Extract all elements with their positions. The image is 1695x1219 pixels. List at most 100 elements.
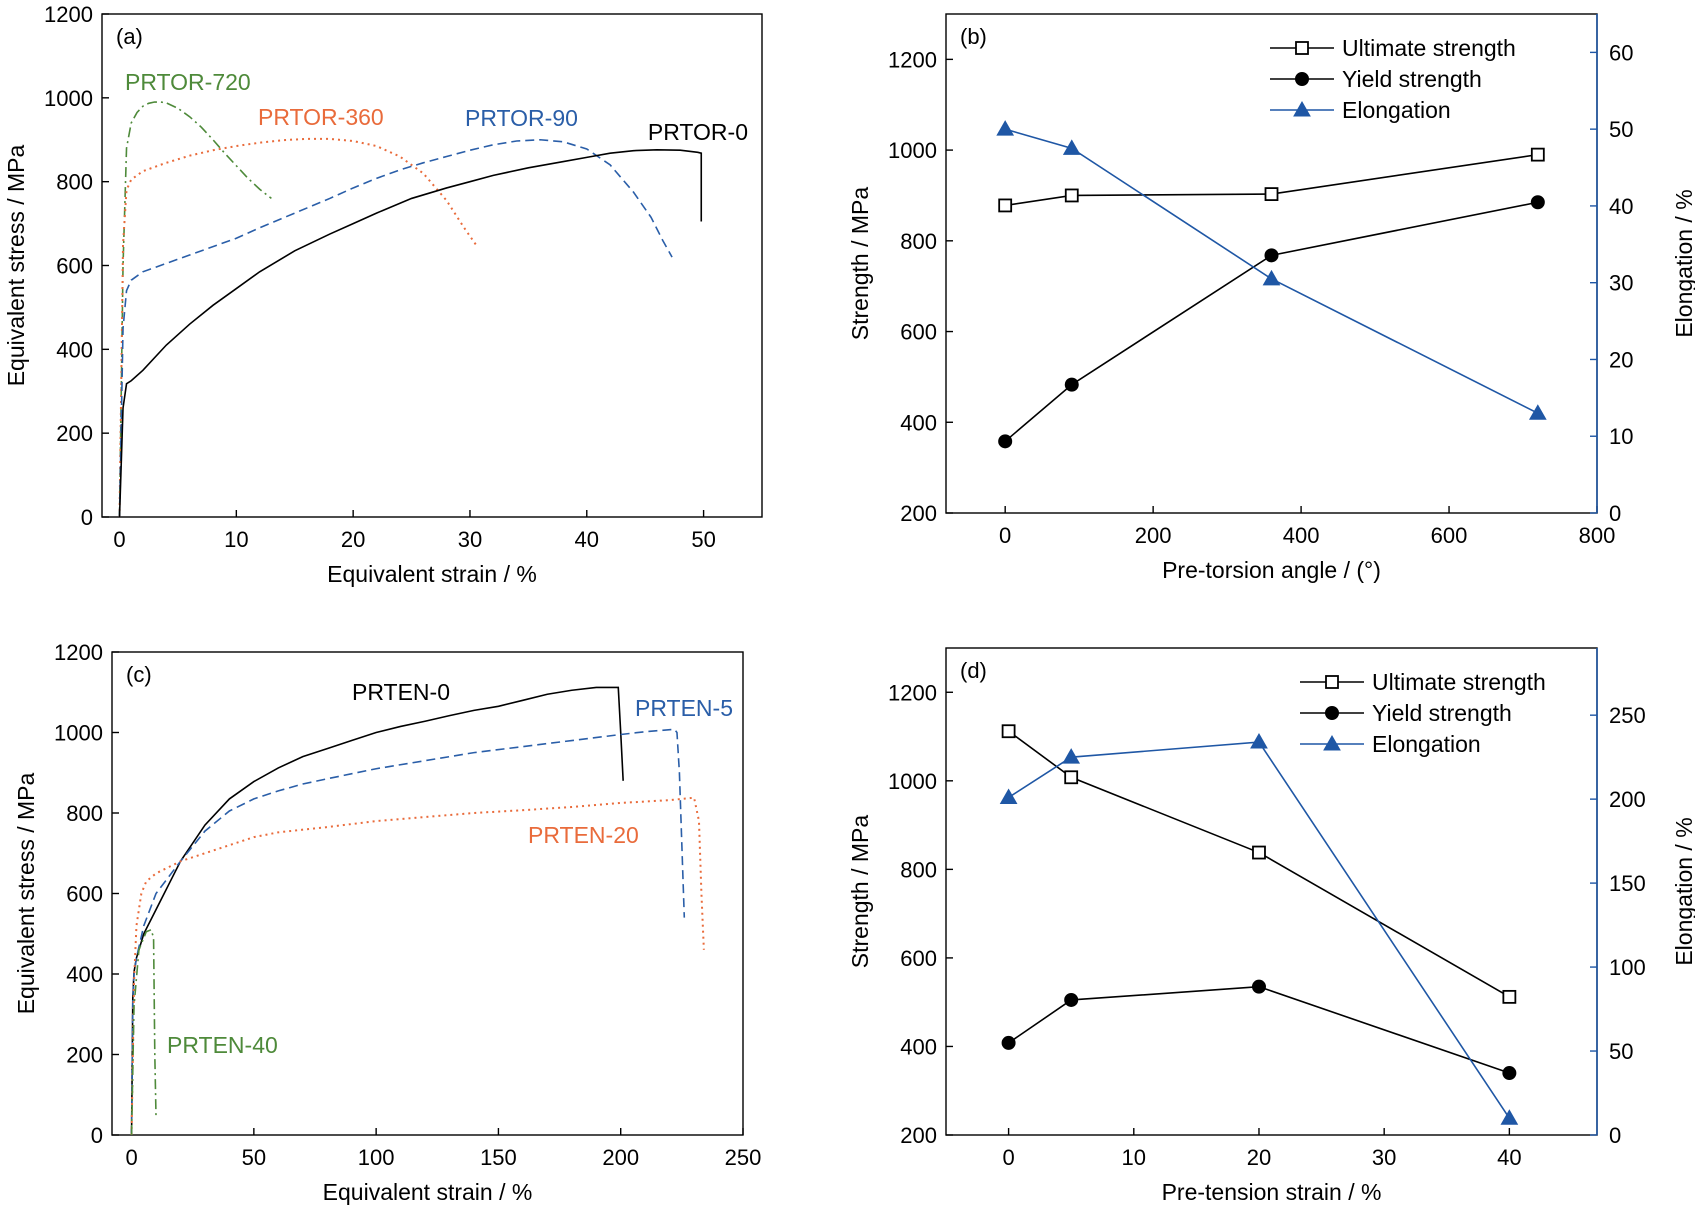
data-point: [1250, 733, 1268, 749]
data-point: [1264, 248, 1279, 263]
y2-axis-label: Elongation / %: [1671, 189, 1695, 337]
series-line: [1004, 128, 1539, 414]
x-tick-label: 150: [480, 1145, 517, 1170]
x-tick-label: 40: [575, 527, 599, 552]
y-axis-label: Strength / MPa: [847, 187, 873, 341]
y2-tick-label: 200: [1609, 787, 1646, 812]
x-tick-label: 50: [242, 1145, 266, 1170]
data-point: [1251, 979, 1266, 994]
y-tick-label: 400: [66, 962, 103, 987]
y-tick-label: 600: [900, 946, 937, 971]
x-tick-label: 800: [1579, 523, 1616, 548]
data-point: [999, 788, 1018, 804]
plot-frame: [111, 651, 744, 1136]
x-tick-label: 50: [691, 527, 715, 552]
legend-marker: [1323, 734, 1341, 751]
y-tick-label: 800: [900, 229, 937, 254]
y-tick-label: 800: [900, 857, 937, 882]
series-line: [1005, 153, 1538, 207]
x-tick-label: 600: [1431, 523, 1468, 548]
x-tick-label: 200: [602, 1145, 639, 1170]
y-tick-label: 1000: [54, 721, 103, 746]
legend-marker: [1295, 41, 1309, 55]
curve-label: PRTEN-0: [352, 679, 450, 705]
data-point: [1502, 989, 1517, 1004]
y2-tick-label: 30: [1609, 271, 1633, 296]
series-line: [1008, 985, 1510, 1074]
curve-label: PRTEN-5: [635, 695, 733, 721]
panel-a: 0 10 20 30 40 50 0 200 400 600 800 1000 1200 Equivale…: [3, 2, 763, 587]
x-tick-label: 10: [1122, 1145, 1146, 1170]
x-axis-label: Equivalent strain / %: [327, 561, 537, 587]
x-tick-label: 250: [725, 1145, 762, 1170]
plot-frame: [945, 13, 1598, 514]
y-tick-label: 200: [66, 1043, 103, 1068]
y-axis-label: Equivalent stress / MPa: [3, 144, 29, 386]
series-line: [1008, 730, 1510, 998]
y-tick-label: 800: [66, 801, 103, 826]
curve-label: PRTOR-0: [648, 119, 748, 145]
y-tick-label: 800: [56, 170, 93, 195]
panel-b: 0 200 400 600 800 200 400 600 800 1000 1200 0 10 20 30…: [847, 13, 1695, 583]
panel-c: 0 50 100 150 200 250 0 200 400 600 800 1000 1200 Equi…: [13, 640, 761, 1205]
x-tick-label: 40: [1497, 1145, 1521, 1170]
y2-tick-label: 60: [1609, 40, 1633, 65]
legend-label: Ultimate strength: [1372, 669, 1546, 695]
data-point: [1064, 770, 1079, 785]
panel-tag: (d): [960, 658, 987, 683]
x-tick-label: 0: [999, 523, 1011, 548]
y-tick-label: 1200: [888, 47, 937, 72]
data-point: [1252, 845, 1266, 860]
y2-tick-label: 10: [1609, 424, 1633, 449]
y2-tick-label: 40: [1609, 194, 1633, 219]
x-tick-label: 400: [1283, 523, 1320, 548]
data-point: [1500, 1109, 1519, 1125]
legend-marker: [1293, 100, 1311, 117]
data-point: [1528, 404, 1547, 420]
data-point: [1530, 195, 1545, 210]
y-tick-label: 1200: [888, 680, 937, 705]
y-tick-label: 600: [66, 882, 103, 907]
y2-tick-label: 100: [1609, 955, 1646, 980]
series-curve: [130, 928, 157, 1136]
y-tick-label: 1200: [44, 2, 93, 27]
y2-axis-label: Elongation / %: [1671, 817, 1695, 965]
data-point: [1062, 748, 1081, 764]
data-point: [1262, 269, 1281, 286]
series-curve: [118, 138, 673, 518]
y-axis-label: Equivalent stress / MPa: [13, 772, 39, 1014]
panel-tag: (a): [116, 24, 143, 49]
x-tick-label: 10: [224, 527, 248, 552]
curve-label: PRTOR-720: [125, 69, 251, 95]
y2-tick-label: 0: [1609, 1123, 1621, 1148]
y-tick-label: 400: [56, 337, 93, 362]
legend-marker: [1325, 675, 1339, 689]
x-axis-label: Pre-torsion angle / (°): [1162, 557, 1381, 583]
data-point: [1001, 1035, 1016, 1050]
x-axis-label: Pre-tension strain / %: [1162, 1179, 1382, 1205]
y-tick-label: 200: [900, 501, 937, 526]
data-point: [1502, 1066, 1517, 1081]
series-curve: [130, 686, 624, 1136]
y2-tick-label: 50: [1609, 1039, 1633, 1064]
data-point: [1530, 147, 1545, 162]
legend-label: Yield strength: [1342, 66, 1482, 92]
legend-label: Elongation: [1372, 731, 1481, 757]
curve-label: PRTEN-40: [167, 1032, 278, 1058]
data-point: [998, 198, 1013, 213]
series-curve: [130, 728, 686, 1136]
panel-tag: (b): [960, 24, 987, 49]
panel-d: 0 10 20 30 40 200 400 600 800 1000 1200 0 50 100 150 20…: [847, 647, 1695, 1205]
x-tick-label: 100: [358, 1145, 395, 1170]
series-curve: [130, 796, 705, 1136]
y-tick-label: 600: [900, 320, 937, 345]
y2-tick-label: 250: [1609, 703, 1646, 728]
y-tick-label: 1000: [888, 769, 937, 794]
curve-label: PRTOR-360: [258, 104, 384, 130]
legend-label: Elongation: [1342, 97, 1451, 123]
y-axis-label: Strength / MPa: [847, 815, 873, 969]
y-tick-label: 0: [81, 505, 93, 530]
x-tick-label: 0: [113, 527, 125, 552]
x-tick-label: 30: [458, 527, 482, 552]
